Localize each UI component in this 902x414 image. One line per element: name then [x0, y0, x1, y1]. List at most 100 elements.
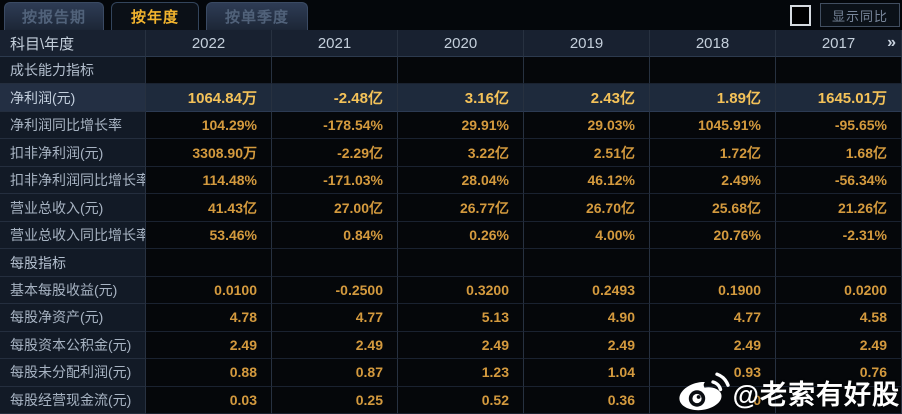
- value-cell: 2.49: [398, 331, 524, 360]
- value-cell: [272, 57, 398, 85]
- show-yoy-label[interactable]: 显示同比: [819, 3, 900, 27]
- value-cell: 29.91%: [398, 111, 524, 140]
- table-row[interactable]: 每股资本公积金(元) 2.49 2.49 2.49 2.49 2.49 2.49: [0, 331, 902, 360]
- value-cell: [776, 386, 902, 414]
- value-cell: [398, 249, 524, 277]
- year-header-2018[interactable]: 2018: [650, 30, 776, 57]
- value-cell: 2.51亿: [524, 139, 650, 167]
- row-label: 营业总收入同比增长率: [0, 221, 146, 250]
- value-cell: 29.03%: [524, 111, 650, 140]
- value-cell: [398, 57, 524, 85]
- value-cell: 0: [650, 386, 776, 414]
- value-cell: 1645.01万: [776, 84, 902, 112]
- value-cell: 1064.84万: [146, 84, 272, 112]
- value-cell: 104.29%: [146, 111, 272, 140]
- value-cell: 4.00%: [524, 221, 650, 250]
- value-cell: 4.58: [776, 304, 902, 332]
- value-cell: 0.1900: [650, 276, 776, 305]
- value-cell: -95.65%: [776, 111, 902, 140]
- corner-header: 科目\年度: [0, 30, 146, 57]
- value-cell: 4.78: [146, 304, 272, 332]
- row-label: 成长能力指标: [0, 57, 146, 85]
- value-cell: -2.31%: [776, 221, 902, 250]
- year-header-2017[interactable]: 2017»: [776, 30, 902, 57]
- row-label: 每股未分配利润(元): [0, 359, 146, 387]
- row-label: 每股资本公积金(元): [0, 331, 146, 360]
- value-cell: -178.54%: [272, 111, 398, 140]
- value-cell: 0.0200: [776, 276, 902, 305]
- year-header-2021[interactable]: 2021: [272, 30, 398, 57]
- table-row[interactable]: 净利润同比增长率 104.29% -178.54% 29.91% 29.03% 1045.…: [0, 111, 902, 140]
- value-cell: [146, 57, 272, 85]
- value-cell: 0.25: [272, 386, 398, 414]
- year-header-2020[interactable]: 2020: [398, 30, 524, 57]
- value-cell: 1.04: [524, 359, 650, 387]
- value-cell: 5.13: [398, 304, 524, 332]
- value-cell: [524, 57, 650, 85]
- value-cell: 1.23: [398, 359, 524, 387]
- year-header-2022[interactable]: 2022: [146, 30, 272, 57]
- tab-by-report-period[interactable]: 按报告期: [4, 2, 104, 30]
- value-cell: 0.52: [398, 386, 524, 414]
- value-cell: 27.00亿: [272, 194, 398, 222]
- value-cell: 26.70亿: [524, 194, 650, 222]
- table-row[interactable]: 营业总收入(元) 41.43亿 27.00亿 26.77亿 26.70亿 25.68亿 21…: [0, 194, 902, 222]
- row-label: 营业总收入(元): [0, 194, 146, 222]
- value-cell: 0.36: [524, 386, 650, 414]
- value-cell: 3.16亿: [398, 84, 524, 112]
- row-label: 每股指标: [0, 249, 146, 277]
- value-cell: 0.3200: [398, 276, 524, 305]
- value-cell: 3.22亿: [398, 139, 524, 167]
- table-row[interactable]: 营业总收入同比增长率 53.46% 0.84% 0.26% 4.00% 20.76% -2.…: [0, 221, 902, 250]
- year-header-2019[interactable]: 2019: [524, 30, 650, 57]
- row-label: 扣非净利润(元): [0, 139, 146, 167]
- value-cell: [524, 249, 650, 277]
- value-cell: 21.26亿: [776, 194, 902, 222]
- value-cell: 2.49: [272, 331, 398, 360]
- value-cell: [146, 249, 272, 277]
- row-label: 每股净资产(元): [0, 304, 146, 332]
- table-row[interactable]: 每股经营现金流(元) 0.03 0.25 0.52 0.36 0: [0, 386, 902, 414]
- table-row[interactable]: 净利润(元) 1064.84万 -2.48亿 3.16亿 2.43亿 1.89亿 1645.…: [0, 84, 902, 112]
- table-header-row: 科目\年度 2022 2021 2020 2019 2018 2017»: [0, 30, 902, 57]
- value-cell: 2.49%: [650, 166, 776, 195]
- row-label: 扣非净利润同比增长率: [0, 166, 146, 195]
- value-cell: 1.89亿: [650, 84, 776, 112]
- value-cell: 26.77亿: [398, 194, 524, 222]
- value-cell: -2.29亿: [272, 139, 398, 167]
- value-cell: 2.49: [524, 331, 650, 360]
- value-cell: -0.2500: [272, 276, 398, 305]
- table-row[interactable]: 每股未分配利润(元) 0.88 0.87 1.23 1.04 0.93 0.76: [0, 359, 902, 387]
- financial-table: 科目\年度 2022 2021 2020 2019 2018 2017» 成长能力指标 净利…: [0, 30, 902, 414]
- value-cell: 0.84%: [272, 221, 398, 250]
- value-cell: 28.04%: [398, 166, 524, 195]
- table-row[interactable]: 每股净资产(元) 4.78 4.77 5.13 4.90 4.77 4.58: [0, 304, 902, 332]
- table-row[interactable]: 扣非净利润同比增长率 114.48% -171.03% 28.04% 46.12% 2.4…: [0, 166, 902, 195]
- value-cell: 0.26%: [398, 221, 524, 250]
- value-cell: [776, 57, 902, 85]
- value-cell: 0.2493: [524, 276, 650, 305]
- row-label: 基本每股收益(元): [0, 276, 146, 305]
- table-row[interactable]: 基本每股收益(元) 0.0100 -0.2500 0.3200 0.2493 0.1900…: [0, 276, 902, 305]
- value-cell: 41.43亿: [146, 194, 272, 222]
- value-cell: 0.0100: [146, 276, 272, 305]
- value-cell: [776, 249, 902, 277]
- value-cell: 1045.91%: [650, 111, 776, 140]
- row-label: 每股经营现金流(元): [0, 386, 146, 414]
- value-cell: 46.12%: [524, 166, 650, 195]
- value-cell: 114.48%: [146, 166, 272, 195]
- value-cell: 3308.90万: [146, 139, 272, 167]
- value-cell: 2.49: [146, 331, 272, 360]
- value-cell: -2.48亿: [272, 84, 398, 112]
- value-cell: 4.77: [650, 304, 776, 332]
- table-row[interactable]: 扣非净利润(元) 3308.90万 -2.29亿 3.22亿 2.51亿 1.72亿 1.6…: [0, 139, 902, 167]
- value-cell: 0.76: [776, 359, 902, 387]
- show-yoy-checkbox[interactable]: [789, 5, 811, 26]
- value-cell: 53.46%: [146, 221, 272, 250]
- more-years-icon[interactable]: »: [887, 34, 896, 51]
- value-cell: 4.77: [272, 304, 398, 332]
- tab-by-year[interactable]: 按年度: [111, 2, 199, 30]
- tab-by-quarter[interactable]: 按单季度: [206, 2, 308, 30]
- row-label: 净利润同比增长率: [0, 111, 146, 140]
